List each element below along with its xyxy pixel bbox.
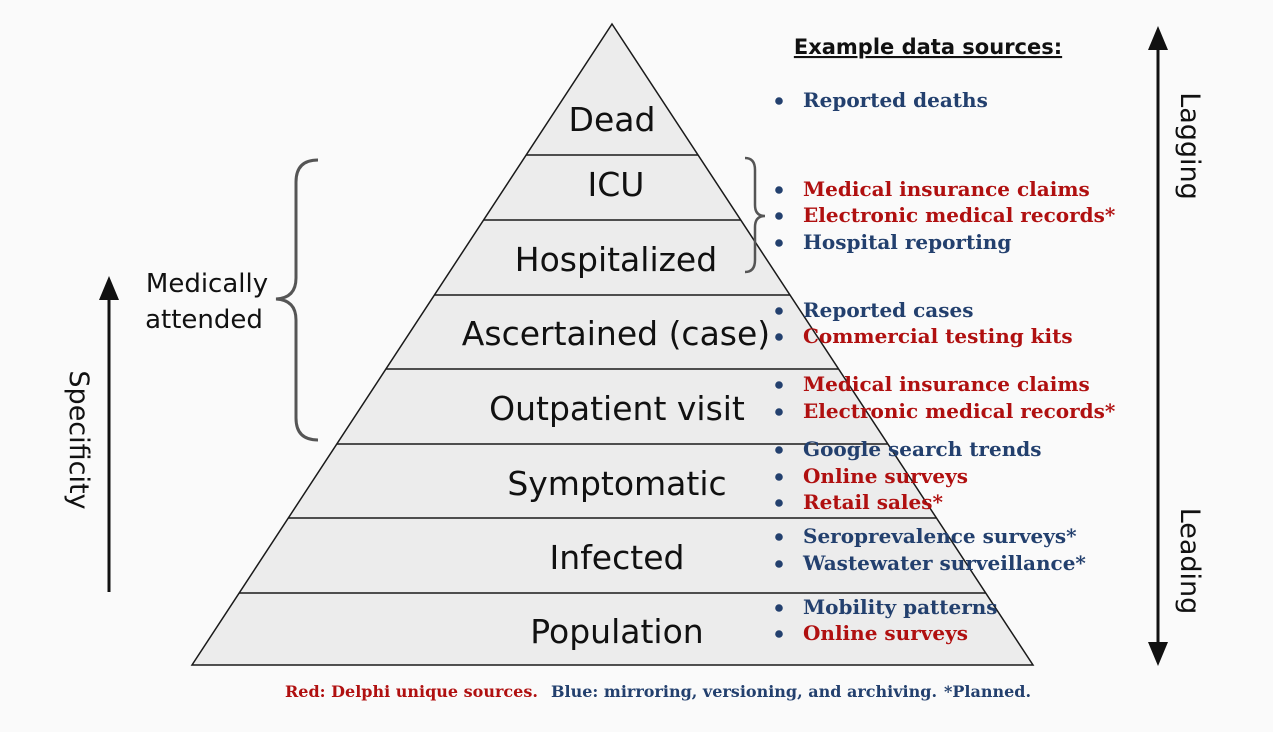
legend-blue: Blue: mirroring, versioning, and archivi… — [551, 682, 937, 701]
bullet-icon — [775, 560, 783, 568]
tier-label-dead: Dead — [569, 100, 656, 139]
tier-label-hospitalized: Hospitalized — [515, 240, 717, 279]
legend-planned: *Planned. — [944, 682, 1031, 701]
bullet-icon — [775, 473, 783, 481]
tier-labels: Dead ICU Hospitalized Ascertained (case)… — [462, 100, 770, 651]
specificity-arrow — [99, 276, 119, 592]
bullet-icon — [775, 408, 783, 416]
bullet-icon — [775, 446, 783, 454]
icu-hospital-brace — [744, 156, 766, 274]
medically-attended-label-line2: attended — [145, 305, 263, 335]
data-source-item: Medical insurance claims — [803, 372, 1090, 396]
medically-attended-label-line1: Medically — [146, 269, 268, 299]
tier-label-icu: ICU — [588, 165, 645, 204]
data-source-item: Wastewater surveillance* — [802, 551, 1086, 575]
bullet-icon — [775, 381, 783, 389]
pyramid-shape — [190, 22, 1035, 666]
bullet-icon — [775, 212, 783, 220]
data-source-item: Reported deaths — [803, 88, 988, 112]
bullet-icon — [775, 333, 783, 341]
data-source-item: Mobility patterns — [803, 595, 998, 619]
tier-label-ascertained: Ascertained (case) — [462, 314, 770, 353]
data-source-item: Hospital reporting — [803, 230, 1011, 254]
data-source-item: Online surveys — [803, 621, 968, 645]
legend: Red: Delphi unique sources. Blue: mirror… — [285, 682, 1031, 701]
legend-red: Red: Delphi unique sources. — [285, 682, 538, 701]
data-source-item: Medical insurance claims — [803, 177, 1090, 201]
sources-heading: Example data sources: — [794, 35, 1062, 59]
bullet-icon — [775, 307, 783, 315]
tier-label-population: Population — [530, 612, 703, 651]
pyramid: Dead ICU Hospitalized Ascertained (case)… — [190, 22, 1035, 666]
lagging-leading-arrow — [1148, 26, 1168, 666]
data-source-item: Electronic medical records* — [803, 203, 1116, 227]
tier-label-infected: Infected — [550, 538, 685, 577]
data-source-item: Electronic medical records* — [803, 399, 1116, 423]
data-source-item: Seroprevalence surveys* — [803, 524, 1077, 548]
specificity-label: Specificity — [63, 370, 94, 509]
bullet-icon — [775, 533, 783, 541]
bullet-icon — [775, 604, 783, 612]
data-source-item: Retail sales* — [803, 490, 944, 514]
bullet-icon — [775, 630, 783, 638]
tier-dividers — [239, 154, 986, 594]
tier-label-outpatient: Outpatient visit — [489, 389, 745, 428]
bullet-icon — [775, 186, 783, 194]
data-source-item: Reported cases — [803, 298, 974, 322]
bullet-icon — [775, 97, 783, 105]
lagging-label: Lagging — [1174, 92, 1205, 200]
leading-label: Leading — [1174, 508, 1205, 615]
bullet-icon — [775, 499, 783, 507]
tier-label-symptomatic: Symptomatic — [507, 464, 726, 503]
data-source-item: Commercial testing kits — [803, 324, 1073, 348]
data-source-item: Google search trends — [803, 437, 1041, 461]
medically-attended-brace — [275, 158, 319, 442]
data-source-item: Online surveys — [803, 464, 968, 488]
bullet-icon — [775, 239, 783, 247]
